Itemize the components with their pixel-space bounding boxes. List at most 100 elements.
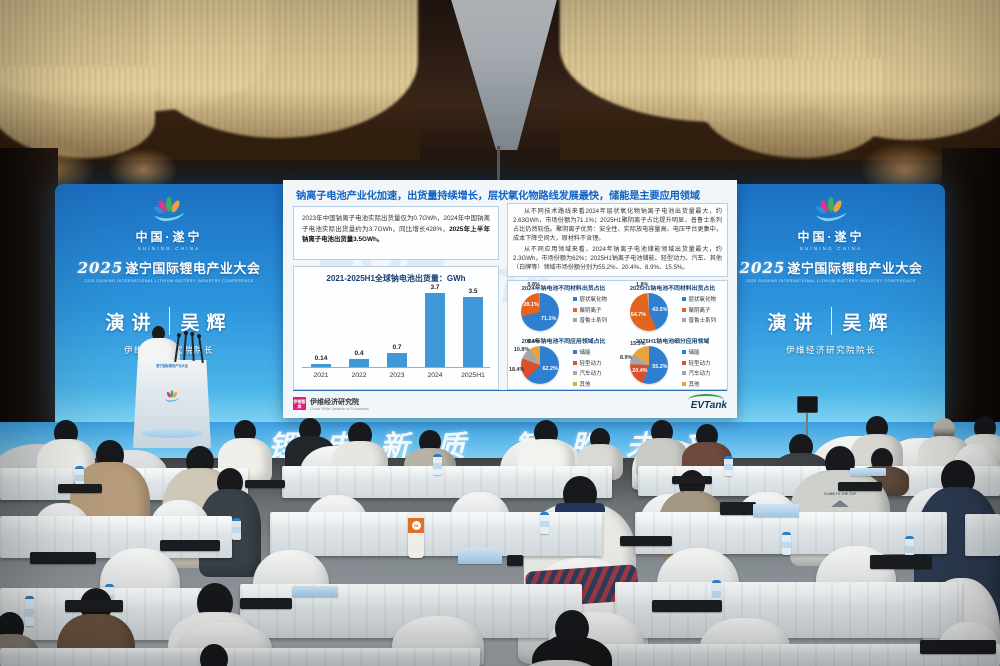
bar-2025H1	[463, 297, 483, 367]
conference-table	[0, 516, 232, 558]
water-bottle	[433, 454, 442, 475]
pie-percent-label: 71.1%	[541, 315, 557, 322]
legend-label: 聚阴离子	[688, 307, 711, 314]
legend-swatch	[573, 360, 577, 365]
water-bottle	[25, 596, 34, 626]
notebook-folder	[672, 476, 712, 484]
legend-swatch	[573, 350, 577, 354]
pie-percent-label: 18.4%	[508, 367, 525, 374]
polo-collar	[555, 503, 605, 513]
legend-label: 其他	[688, 381, 700, 388]
water-bottle	[905, 536, 914, 560]
legend-item: 聚阴离子	[573, 306, 607, 314]
pie-charts-box: 2024年钠电池不同材料出货占比 71.1% 28.1% 0.8% 层状氧化物 聚阴离子普…	[507, 280, 728, 390]
legend-swatch	[682, 350, 686, 354]
pie-legend: 层状氧化物 聚阴离子 普鲁士系列	[573, 295, 607, 327]
bar-category-label: 2023	[389, 372, 405, 379]
logo-text-en: SUINING CHINA	[799, 246, 863, 251]
speaker-name: 吴辉	[180, 311, 233, 334]
bar-chart-plot: 0.14 2021 0.4 2022 0.7 2023 3.7 2024 3.5 2025H1	[302, 284, 490, 379]
podium-logo-icon	[163, 390, 181, 408]
legend-item: 储能	[573, 348, 602, 356]
notebook-folder	[652, 600, 722, 612]
bar-value-label: 3.5	[468, 288, 478, 295]
legend-item: 其他	[573, 380, 602, 388]
branding-panel-right: 中国·遂宁 SUINING CHINA 2025 遂宁国际锂电产业大会 2025 …	[717, 184, 945, 424]
legend-label: 储能	[688, 350, 700, 356]
legend-swatch	[573, 307, 577, 312]
pie-percent-label: 62.2%	[542, 366, 558, 373]
legend-label: 层状氧化物	[688, 297, 717, 303]
legend-swatch	[573, 318, 577, 323]
conference-title: 2025 遂宁国际锂电产业大会	[77, 259, 261, 277]
slide-detail-box: 从不同技术路线来看2024年层状氧化物钠离子电池出货量最大，约2.63GWh，市…	[507, 203, 728, 277]
pie-chart-2024年钠电池不同应用领域占比: 2024年钠电池不同应用领域占比 62.2% 18.4% 10.8% 8.6% 储能轻型动…	[509, 335, 618, 388]
source-names: 伊维经济研究院 China YiWei Institute of Economi…	[310, 397, 369, 411]
person-head	[200, 644, 228, 666]
audience-person	[181, 644, 247, 666]
legend-label: 普鲁士系列	[688, 318, 717, 325]
bar-2023	[387, 353, 407, 367]
conference-table	[965, 514, 1000, 556]
legend-swatch	[682, 360, 686, 365]
logo-text-cn: 中国·遂宁	[797, 230, 865, 244]
speaker-row: 演讲 吴辉	[55, 307, 283, 335]
chandelier-shadow	[0, 0, 420, 160]
microphone-icon	[183, 333, 187, 361]
conference-table	[545, 644, 1000, 666]
pie-legend: 层状氧化物聚阴离子普鲁士系列	[682, 295, 716, 327]
bar-2021	[311, 364, 331, 367]
side-wall-left	[0, 148, 58, 426]
bar-category-label: 2025H1	[461, 372, 485, 379]
pie-percent-label: 28.1%	[523, 302, 539, 309]
legend-swatch	[682, 381, 686, 386]
presenter-head	[152, 326, 165, 341]
bar-value-label: 0.14	[314, 355, 328, 363]
thermos-label: 08	[411, 521, 421, 530]
conference-title: 2025 遂宁国际锂电产业大会	[739, 259, 923, 277]
water-bottle	[782, 532, 791, 555]
pie-graphic	[521, 346, 559, 384]
pie-chart-title: 2024年钠电池不同应用领域占比	[521, 339, 606, 345]
speaker-row: 演讲 吴辉	[717, 307, 945, 335]
speaker-affiliation: 伊维经济研究院院长	[785, 345, 876, 355]
conference-brochure	[753, 504, 799, 517]
tshirt-mountain-graphic	[831, 500, 849, 507]
pie-percent-label: 8.6%	[527, 338, 540, 345]
podium-wave-motif	[140, 429, 204, 438]
pie-percent-label: 0.8%	[527, 282, 540, 288]
pie-percent-label: 55.2%	[652, 363, 668, 370]
legend-swatch	[573, 297, 577, 301]
pie-legend: 储能 轻型动力 汽车动力 其他	[682, 348, 711, 390]
legend-swatch	[573, 371, 577, 376]
bar-category-label: 2024	[427, 372, 443, 379]
notebook-folder	[838, 482, 882, 491]
conference-table	[0, 648, 480, 666]
suining-logo-icon	[55, 197, 283, 228]
water-bottle	[712, 580, 721, 605]
source-name-cn: 伊维经济研究院	[310, 398, 359, 406]
pie-chart-title: 2025H1钠电池细分应用领域	[635, 339, 710, 345]
person-torso	[524, 660, 596, 666]
bar-chart-box: 2021-2025H1全球钠电池出货量：GWh 0.14 2021 0.4 2022 0…	[293, 266, 499, 390]
legend-swatch	[682, 297, 686, 301]
water-bottle	[724, 456, 733, 476]
legend-label: 轻型动力	[579, 360, 602, 367]
bar-category-label: 2022	[351, 372, 367, 379]
notebook-folder	[58, 484, 102, 493]
pie-percent-label: 10.8%	[513, 346, 530, 353]
side-wall-right	[942, 148, 1000, 426]
bar-2024	[425, 293, 445, 367]
legend-item: 其他	[682, 380, 711, 388]
notebook-folder	[160, 540, 220, 551]
conference-title-en: 2025 SUINING INTERNATIONAL LITHIUM BATTE…	[746, 279, 916, 283]
notebook-folder	[30, 552, 96, 564]
logo-text-en: SUINING CHINA	[137, 246, 201, 251]
legend-swatch	[682, 307, 686, 312]
bar-value-label: 0.4	[354, 350, 364, 357]
pie-chart-2024年钠电池不同材料出货占比: 2024年钠电池不同材料出货占比 71.1% 28.1% 0.8% 层状氧化物 聚阴离子普…	[509, 282, 618, 335]
detail-paragraph: 从不同应用领域来看，2024年钠离子电池储能领域出货量最大，约2.3GWh，市场…	[513, 245, 722, 271]
pie-percent-label: 20.4%	[632, 368, 648, 375]
yiwei-logo-icon: 伊维智库	[293, 397, 306, 410]
